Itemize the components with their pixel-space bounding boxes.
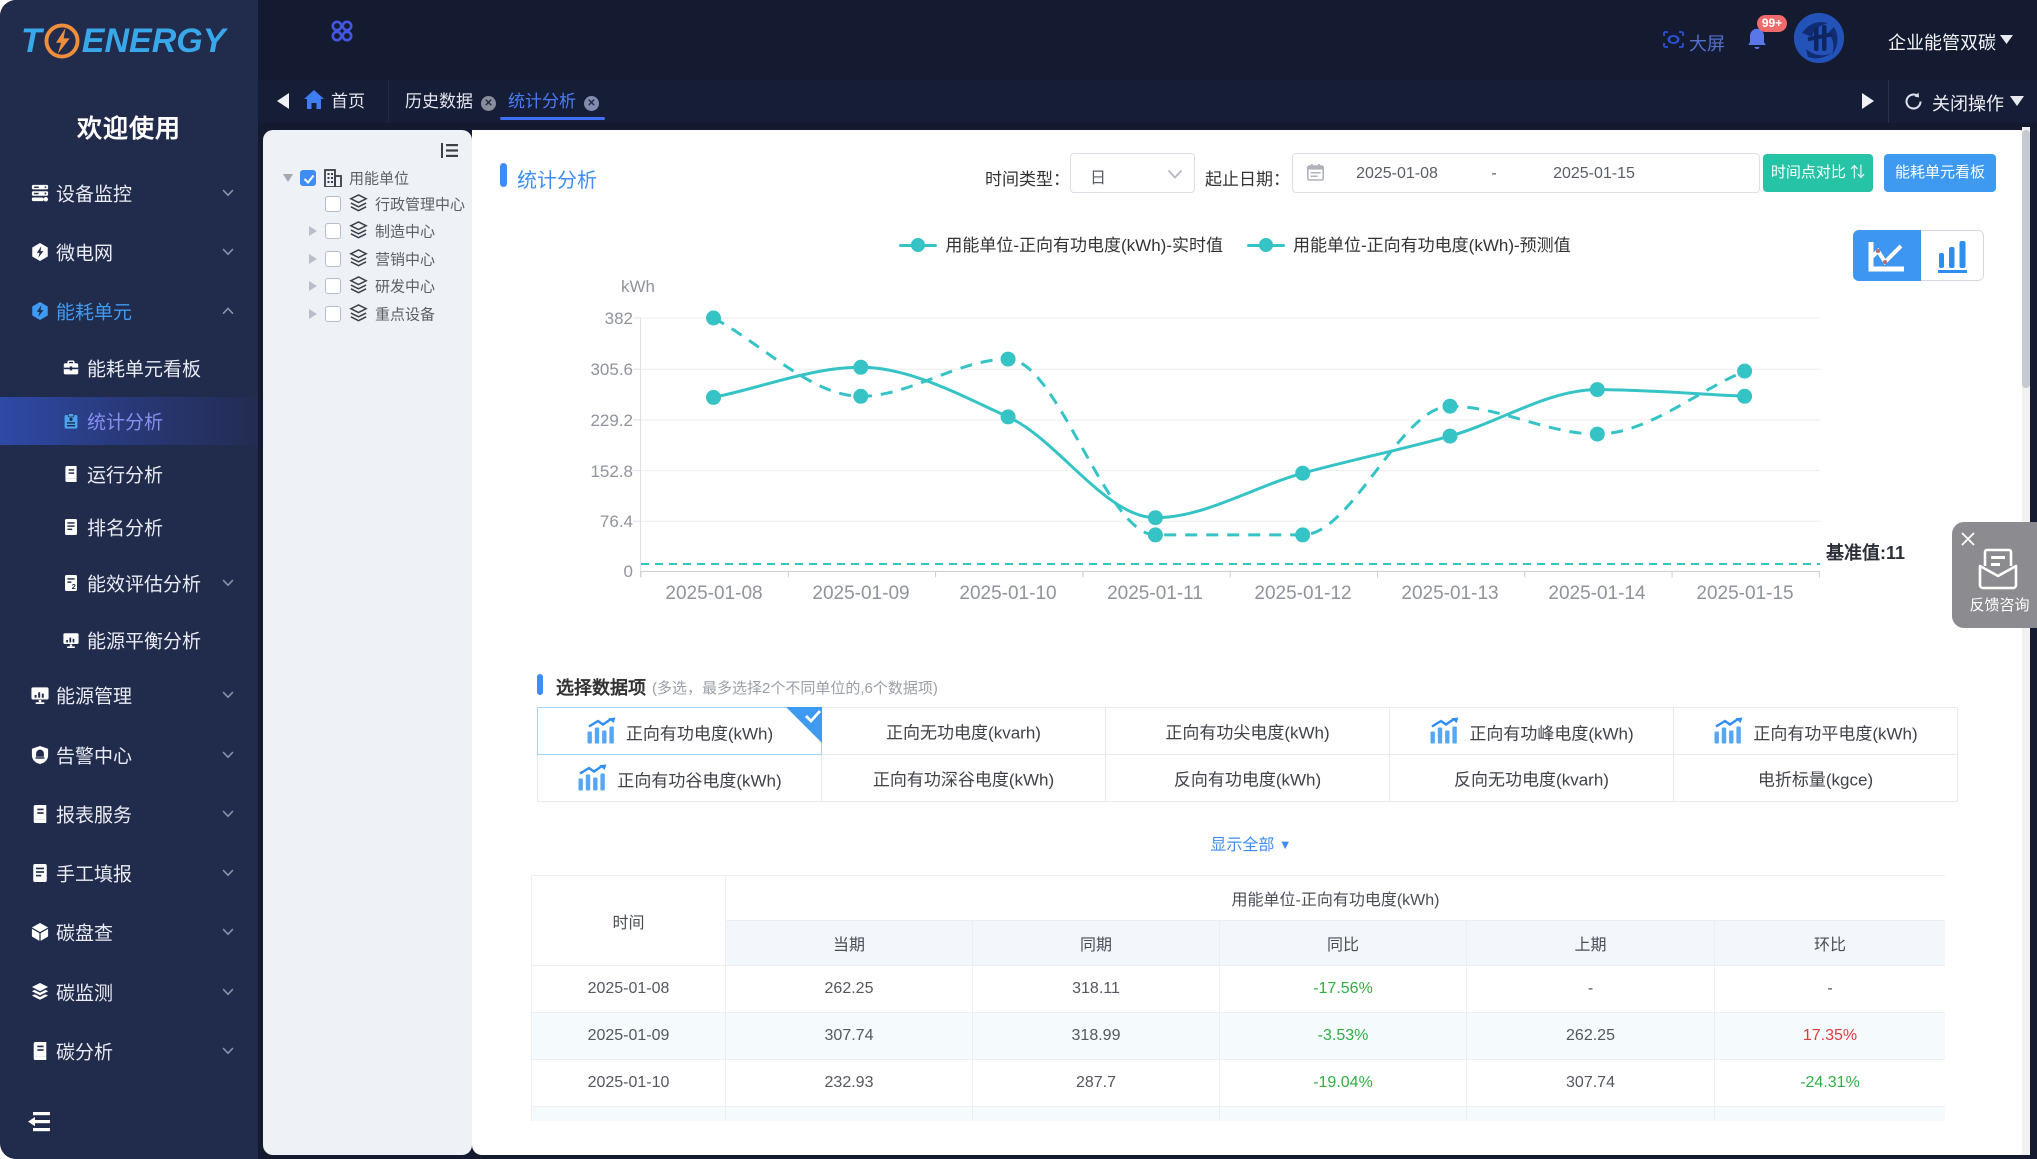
svg-text:152.8: 152.8 [590,462,633,481]
svg-text:76.4: 76.4 [600,512,633,531]
svg-text:305.6: 305.6 [590,360,633,379]
svg-text:0: 0 [624,562,633,581]
svg-text:2025-01-13: 2025-01-13 [1401,583,1498,604]
svg-text:2025-01-08: 2025-01-08 [665,583,762,604]
svg-text:382: 382 [605,309,633,328]
svg-text:2025-01-14: 2025-01-14 [1548,583,1646,604]
svg-text:2025-01-09: 2025-01-09 [812,583,909,604]
svg-text:2025-01-10: 2025-01-10 [959,583,1056,604]
svg-text:229.2: 229.2 [590,411,633,430]
svg-text:2: 2 [72,582,76,591]
svg-text:2025-01-12: 2025-01-12 [1254,583,1351,604]
svg-text:2025-01-15: 2025-01-15 [1696,583,1793,604]
svg-text:2025-01-11: 2025-01-11 [1107,583,1203,604]
svg-text:kWh: kWh [621,277,655,296]
